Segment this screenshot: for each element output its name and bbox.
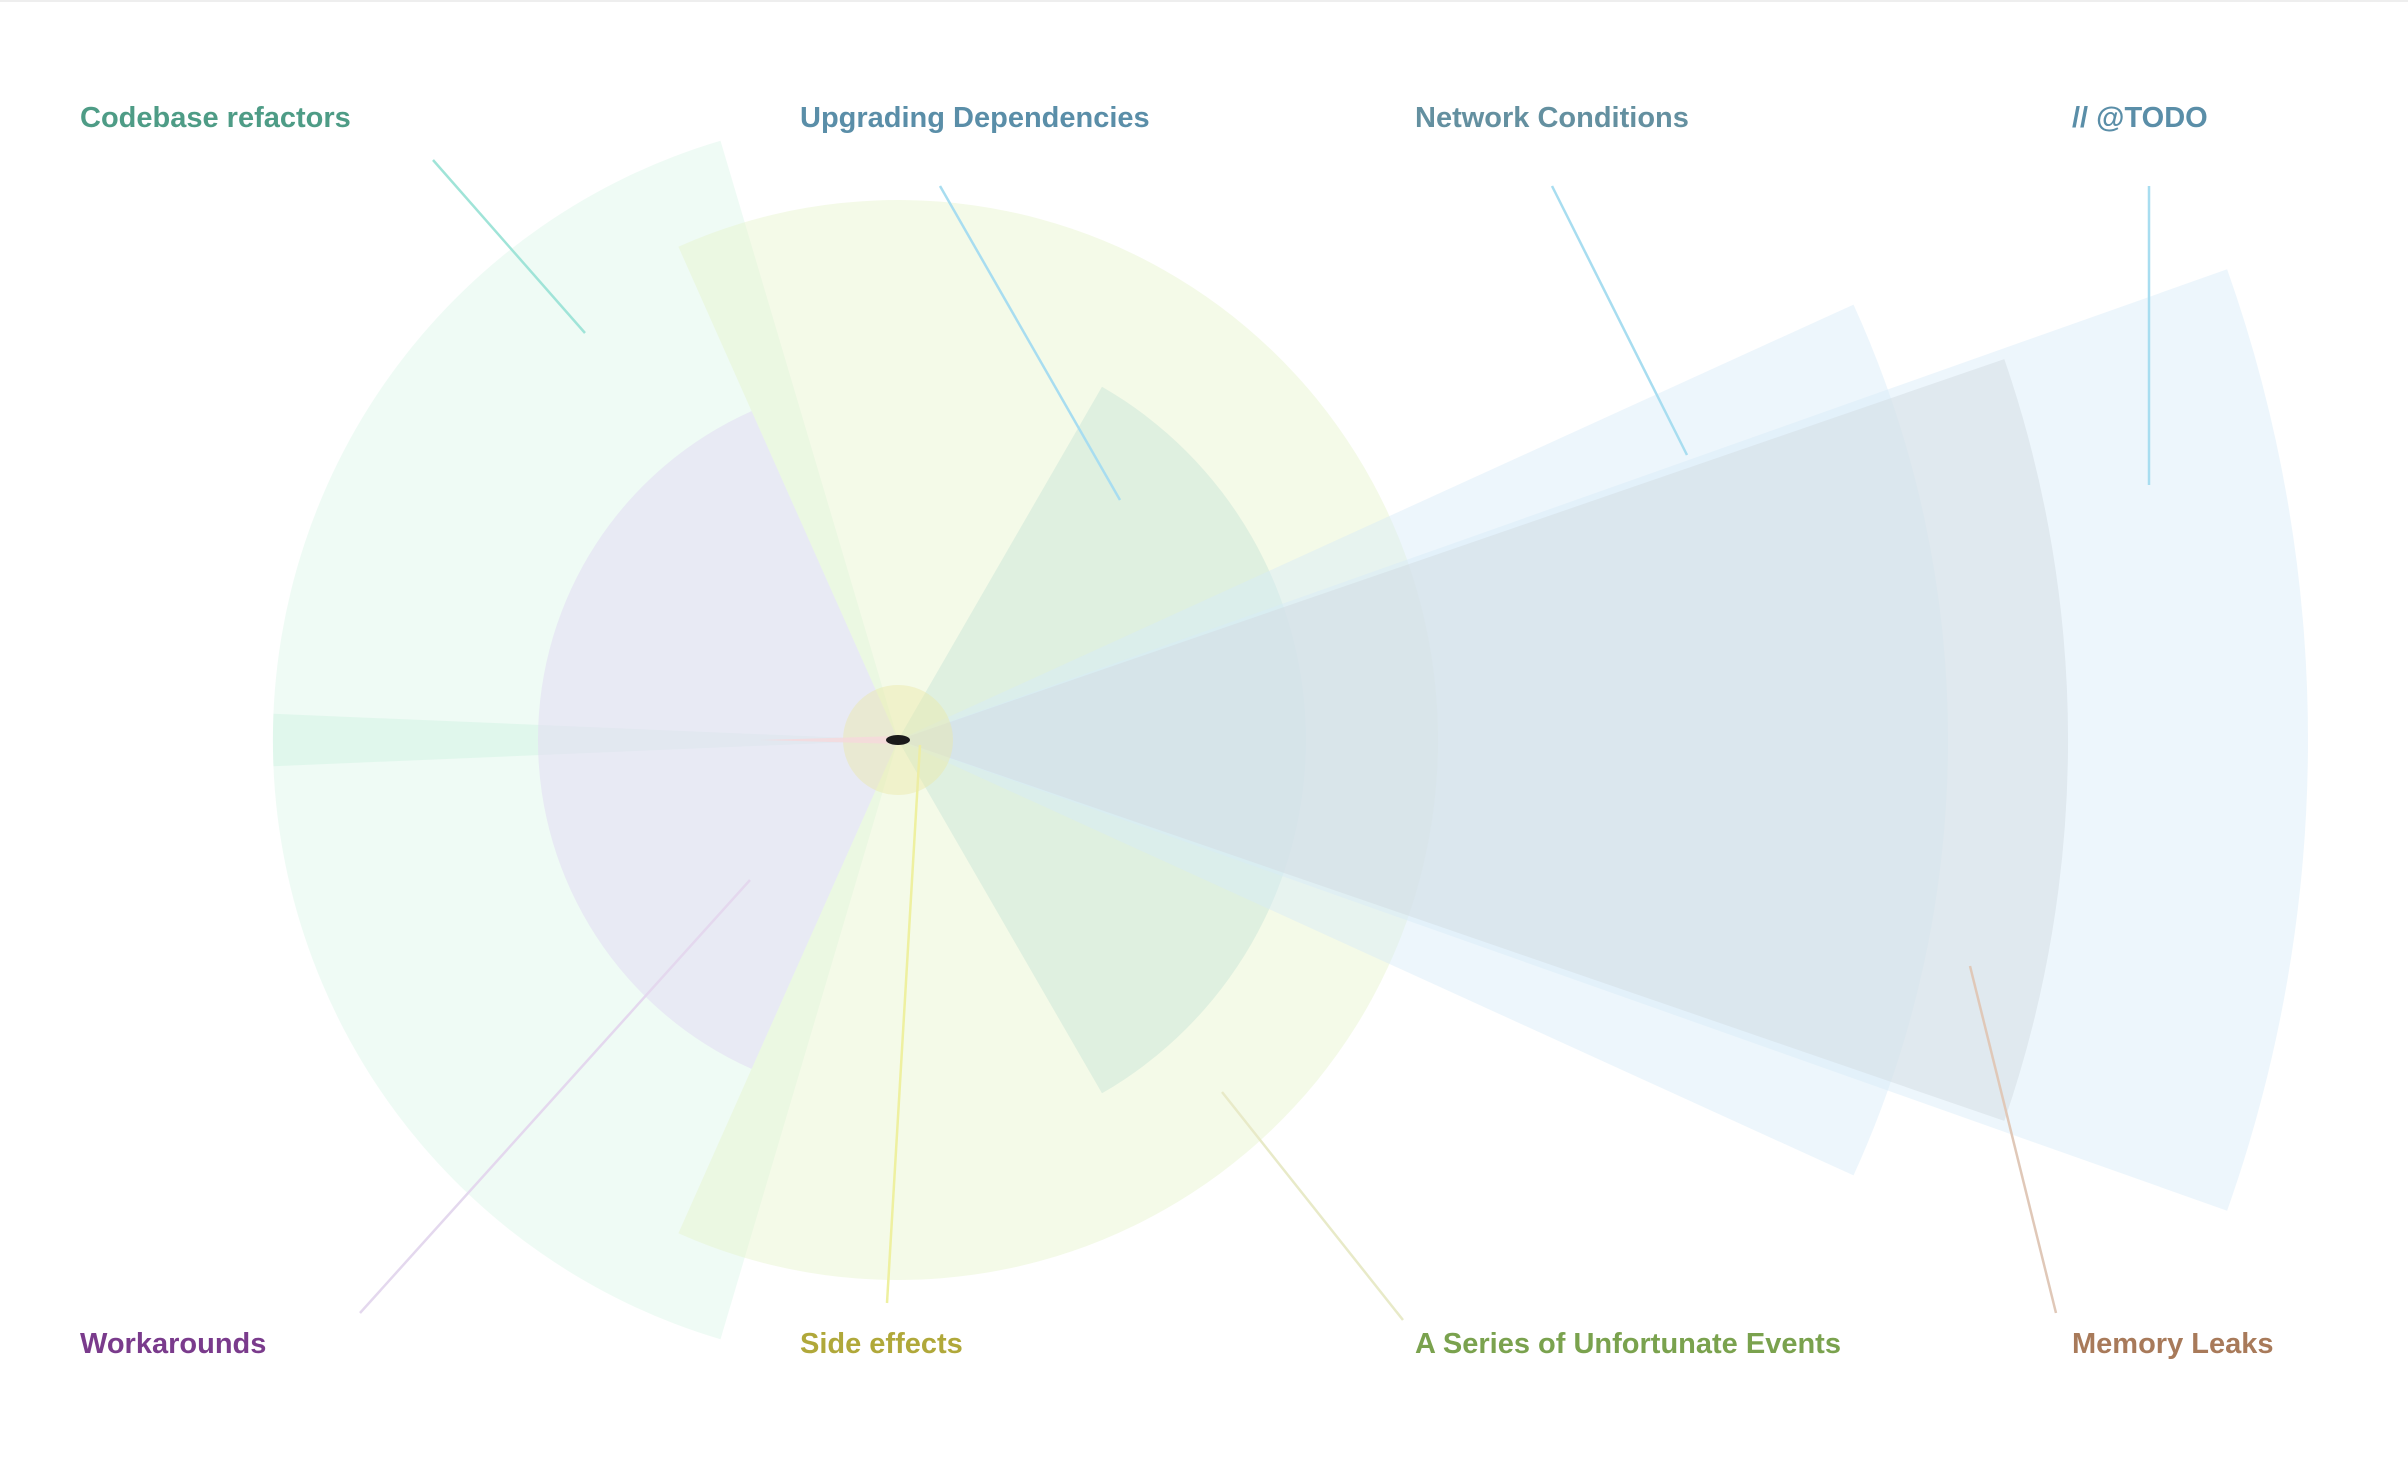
label-workarounds: Workarounds — [80, 1328, 267, 1360]
label-unfortunate-events: A Series of Unfortunate Events — [1415, 1328, 1841, 1360]
leader-upgrading-dependencies — [938, 185, 1122, 501]
leader-memory-leaks — [1968, 965, 2058, 1314]
leader-workarounds — [359, 879, 751, 1314]
center-hub — [760, 685, 953, 795]
hub-ray — [760, 736, 898, 744]
sector-todo — [898, 269, 2308, 1211]
leader-side-effects — [885, 744, 922, 1304]
label-upgrading-dependencies: Upgrading Dependencies — [800, 102, 1150, 134]
hub-core — [886, 735, 910, 745]
label-codebase-refactors: Codebase refactors — [80, 102, 351, 134]
sector-workarounds — [537, 411, 898, 1069]
leader-codebase-refactors — [432, 159, 586, 334]
label-todo: // @TODO — [2072, 102, 2208, 134]
sector-memory-leaks — [898, 359, 2069, 1121]
label-memory-leaks: Memory Leaks — [2072, 1328, 2274, 1360]
leader-line-group — [359, 159, 2151, 1321]
sector-group — [272, 140, 2308, 1340]
leader-network-conditions — [1550, 185, 1689, 456]
leader-unfortunate-events — [1221, 1091, 1404, 1321]
label-side-effects: Side effects — [800, 1328, 963, 1360]
label-network-conditions: Network Conditions — [1415, 102, 1689, 134]
